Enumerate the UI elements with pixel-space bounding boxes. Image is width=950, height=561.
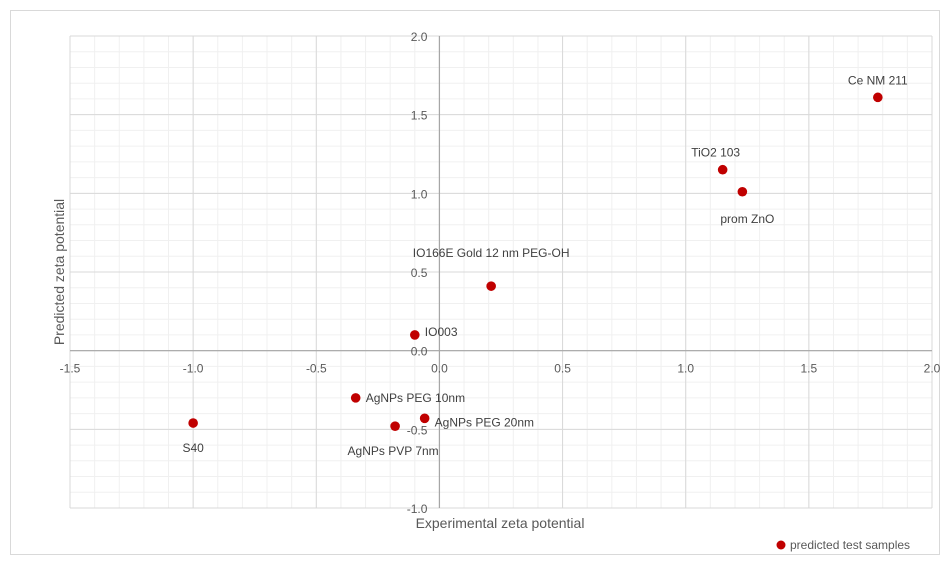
data-point	[717, 164, 728, 175]
data-label: AgNPs PEG 20nm	[435, 415, 534, 429]
y-axis-title: Predicted zeta potential	[51, 199, 67, 345]
data-label: IO166E Gold 12 nm PEG-OH	[413, 246, 570, 260]
data-label: Ce NM 211	[848, 73, 908, 87]
x-tick-label: 1.0	[677, 362, 694, 376]
x-tick-label: -1.5	[60, 362, 81, 376]
axes	[70, 36, 932, 508]
data-point	[419, 413, 430, 424]
data-points	[188, 92, 883, 431]
y-tick-label: -0.5	[407, 423, 428, 437]
data-point	[350, 393, 361, 403]
x-tick-label: 0.0	[431, 362, 448, 376]
x-tick-label: -1.0	[183, 362, 204, 376]
legend-label: predicted test samples	[790, 538, 910, 552]
data-point	[737, 186, 748, 197]
data-label: S40	[182, 441, 204, 455]
data-label: IO003	[425, 325, 458, 339]
y-tick-label: 0.5	[411, 266, 428, 280]
x-tick-label: -0.5	[306, 362, 327, 376]
data-label: TiO2 103	[691, 146, 740, 160]
major-gridlines	[69, 35, 933, 509]
data-point	[873, 92, 883, 103]
y-tick-label: 2.0	[411, 30, 428, 44]
data-point	[410, 330, 420, 340]
x-tick-label: 2.0	[924, 362, 941, 376]
y-tick-label: 1.0	[411, 187, 428, 201]
data-label: prom ZnO	[720, 212, 774, 226]
y-tick-label: 1.5	[411, 109, 428, 123]
data-label: AgNPs PVP 7nm	[348, 444, 439, 458]
data-point	[188, 418, 198, 428]
y-tick-label: 0.0	[411, 345, 428, 359]
x-tick-label: 0.5	[554, 362, 571, 376]
data-point	[390, 421, 400, 431]
tick-labels: -1.5 -1.0 -0.5 0.0 0.5 1.0 1.5 2.0 -1.0 -0.5 0.0 0.…	[60, 30, 941, 516]
x-tick-label: 1.5	[801, 362, 818, 376]
point-labels: S40 AgNPs PEG 10nm AgNPs PVP 7nm AgNPs PEG …	[182, 73, 908, 458]
data-label: AgNPs PEG 10nm	[366, 391, 465, 405]
x-axis-title: Experimental zeta potential	[416, 515, 585, 531]
data-point	[486, 281, 496, 291]
legend: predicted test samples	[776, 538, 910, 552]
chart-frame	[10, 10, 940, 555]
y-tick-label: -1.0	[407, 502, 428, 516]
legend-marker	[776, 540, 786, 550]
